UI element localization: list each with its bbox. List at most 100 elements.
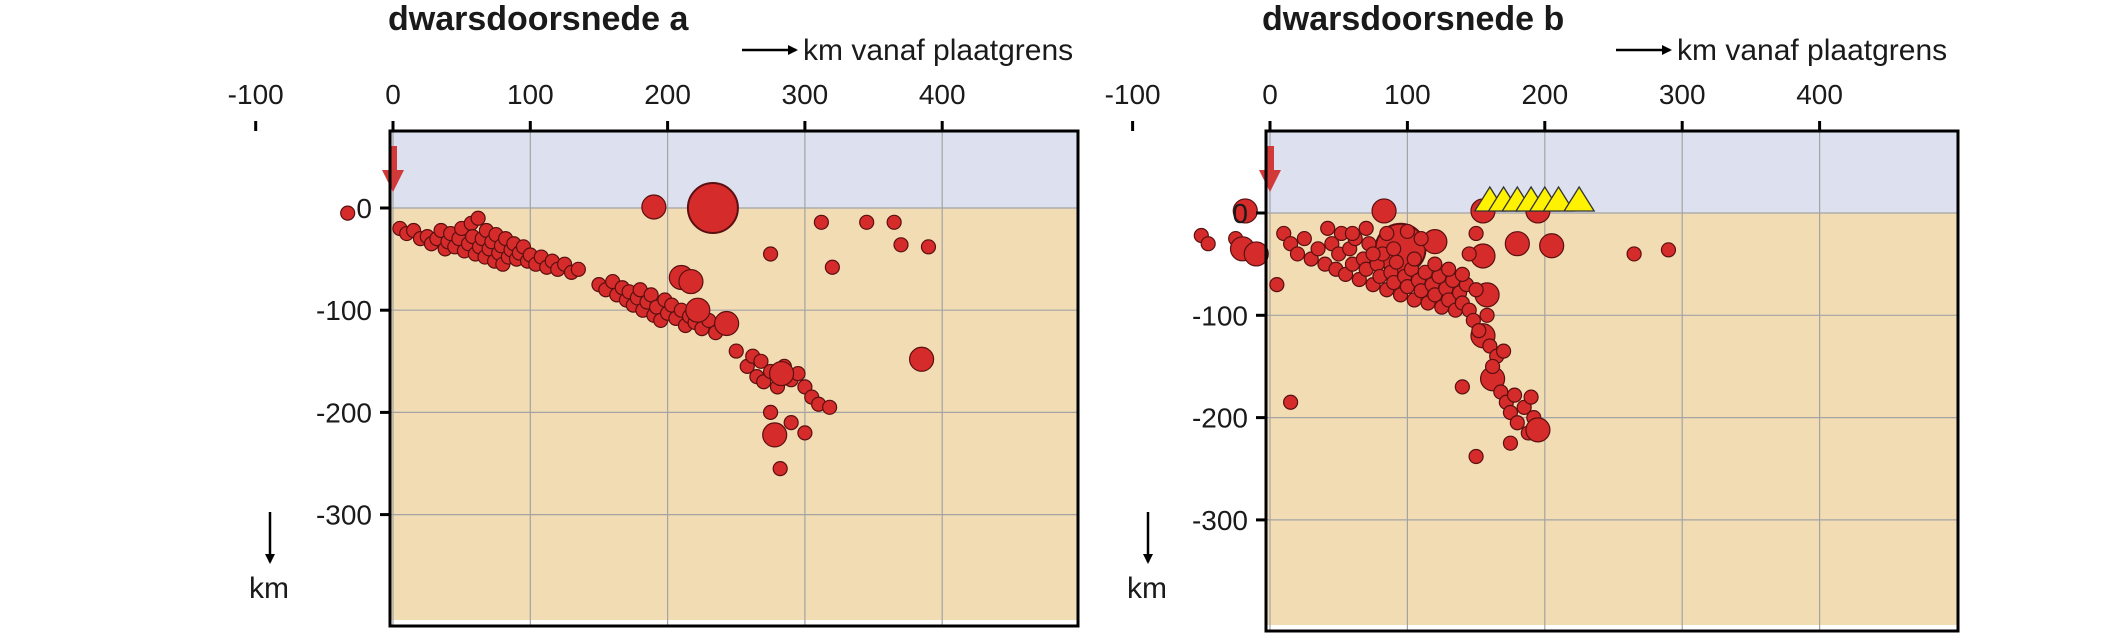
y-axis-label: km [1127, 572, 1167, 605]
earthquake-dot [1471, 323, 1487, 339]
earthquake-dot [768, 360, 795, 387]
depth-direction: km [1127, 512, 1167, 605]
plate-boundary-arrow-shaft [389, 146, 397, 172]
earthquake-dot [340, 205, 356, 221]
earthquake-dot [1461, 246, 1477, 262]
plot-frame [388, 129, 1080, 628]
earthquake-dot [470, 210, 486, 226]
x-axis-direction: km vanaf plaatgrens [1616, 34, 1947, 67]
earthquake-dot [643, 287, 659, 303]
panel-b-title: dwarsdoorsnede b [1262, 0, 1564, 38]
earthquake-dot [762, 422, 788, 448]
plate-boundary-arrow-head [382, 170, 404, 192]
earthquake-dot [1413, 230, 1429, 247]
earthquake-dot [1406, 251, 1422, 267]
earthquake-dot [1468, 448, 1484, 465]
x-tick-label: 100 [507, 79, 554, 110]
earthquake-dot [1523, 389, 1539, 405]
x-ticks: -100 0 100 200 300 400 [228, 79, 966, 131]
earthquake-dot [1232, 198, 1258, 224]
earthquake-dot [797, 425, 813, 441]
y-ticks: 0 -100 -200 -300 [1192, 198, 1266, 536]
earthquake-dot [678, 268, 704, 295]
earthquake-dot [1358, 220, 1374, 236]
volcano-triangle [1562, 185, 1596, 212]
earthquake-dot [1365, 246, 1381, 262]
earthquake-dot [1454, 379, 1470, 395]
y-tick-label: -200 [1192, 403, 1248, 434]
panel-b: dwarsdoorsnede b km vanaf plaatgrens -10… [1105, 0, 1960, 633]
earthquake-dot [1399, 223, 1416, 240]
earthquake-dot [1626, 246, 1642, 262]
x-tick-label: 400 [919, 79, 966, 110]
x-tick-label: 400 [1796, 79, 1843, 110]
x-tick-label: 300 [782, 79, 829, 110]
grid [390, 131, 1078, 626]
earthquake-dot [641, 194, 667, 220]
earthquake-dot [1441, 261, 1457, 277]
earthquake-dot [714, 310, 740, 337]
earthquake-dot [1379, 225, 1395, 242]
plot-frame [1264, 129, 1960, 633]
earthquake-dot [1386, 241, 1402, 257]
earthquake-dot [893, 237, 909, 253]
y-tick-label: -300 [316, 500, 372, 531]
plate-boundary-arrow-shaft [1266, 146, 1274, 172]
x-ticks: -100 0 100 200 300 400 [1105, 79, 1843, 131]
earthquake-dot [1660, 242, 1677, 258]
earthquake-dot [1479, 307, 1495, 323]
earthquake-dot [1310, 241, 1326, 257]
plate-boundary-marker [382, 146, 404, 192]
earthquake-dot [822, 399, 838, 415]
earthquake-dot [1506, 387, 1523, 403]
earthquake-dot [909, 346, 935, 372]
earthquake-dot [1269, 277, 1285, 293]
x-axis-label: km vanaf plaatgrens [1677, 34, 1947, 67]
x-tick-label: 0 [1262, 79, 1278, 110]
earthquake-dot [728, 343, 744, 359]
earthquake-dot [1484, 358, 1501, 375]
air-layer [1266, 131, 1958, 213]
panel-a: dwarsdoorsnede a km vanaf plaatgrens -10… [228, 0, 1080, 628]
earthquake-dot [762, 246, 779, 262]
earthquake-dot [762, 404, 779, 420]
earthquake-dot [1289, 246, 1306, 262]
x-axis-label: km vanaf plaatgrens [803, 34, 1073, 67]
x-tick-label: 200 [1521, 79, 1568, 110]
earthquake-dot [1468, 225, 1484, 242]
earthquake-dot [1388, 254, 1405, 270]
earthquake-dot [1504, 231, 1530, 257]
earthquake-dot [685, 297, 711, 323]
earthquake-dot [1283, 394, 1299, 410]
x-tick-label: 100 [1384, 79, 1431, 110]
x-tick-label: 200 [644, 79, 691, 110]
earthquake-dot [1371, 198, 1397, 224]
earthquake-dot [1417, 264, 1433, 280]
ground-layer [390, 208, 1078, 620]
volcanoes-layer [1473, 185, 1596, 212]
earthquake-dot [859, 214, 875, 230]
earthquake-dot [1427, 256, 1443, 272]
earthquake-dot [753, 353, 769, 369]
x-tick-label: -100 [228, 79, 284, 110]
earthquake-dot [772, 461, 788, 477]
panel-a-title: dwarsdoorsnede a [388, 0, 690, 38]
earthquake-dot [1454, 266, 1470, 282]
y-tick-label: -100 [316, 295, 372, 326]
y-tick-label: 0 [356, 193, 372, 224]
earthquake-dot [824, 259, 840, 275]
earthquake-dot [570, 261, 586, 277]
earthquake-dot [886, 214, 902, 230]
earthquake-dot [1468, 282, 1484, 298]
y-axis-label: km [249, 572, 289, 605]
depth-direction: km [249, 512, 289, 605]
earthquake-dot [1539, 233, 1565, 259]
earthquakes-layer [340, 182, 937, 477]
y-ticks: 0 -100 -200 -300 [316, 193, 390, 531]
earthquake-dot [1344, 225, 1361, 242]
x-tick-label: -100 [1105, 79, 1161, 110]
earthquake-dot [783, 415, 799, 431]
x-tick-label: 0 [385, 79, 401, 110]
earthquake-dot [1525, 417, 1551, 443]
